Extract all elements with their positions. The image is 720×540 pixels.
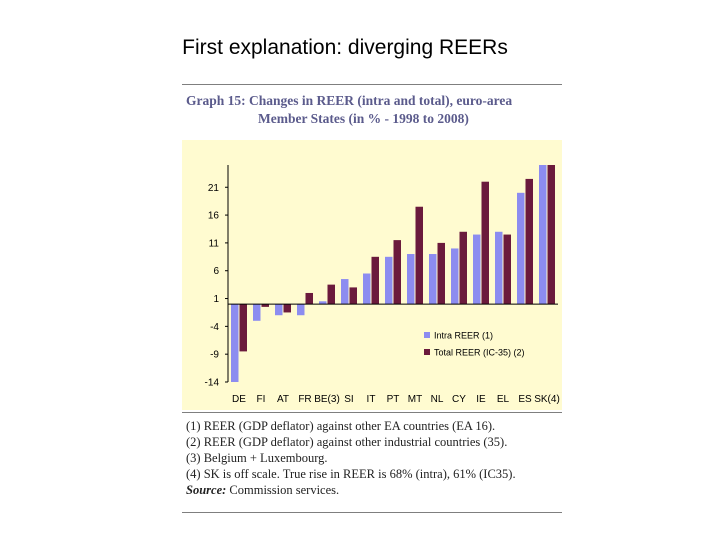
bar-total (327, 284, 335, 305)
bar-total (393, 240, 401, 305)
top-rule (182, 84, 562, 85)
bar-total (261, 304, 269, 307)
x-tick-label: CY (452, 394, 466, 405)
legend-label: Intra REER (1) (434, 331, 493, 341)
bar-total (349, 287, 357, 305)
slide-title: First explanation: diverging REERs (182, 36, 508, 59)
bar-intra (363, 273, 371, 305)
bar-intra (319, 301, 327, 305)
bottom-rule (182, 512, 562, 513)
y-tick-label: 21 (208, 183, 220, 194)
x-tick-label: IT (367, 394, 376, 405)
bar-total (415, 206, 423, 305)
footnote-1: (1) REER (GDP deflator) against other EA… (186, 419, 496, 433)
y-tick-label: -9 (210, 350, 219, 361)
bar-total (459, 231, 467, 305)
x-tick-label: SI (344, 394, 353, 405)
x-tick-label: BE(3) (314, 394, 340, 405)
bar-intra (385, 256, 393, 305)
source-label: Source: (186, 483, 227, 497)
x-tick-label: ES (518, 394, 532, 405)
y-tick-label: 11 (209, 238, 220, 249)
middle-rule (182, 412, 562, 413)
y-tick-label: 6 (213, 266, 219, 277)
x-tick-label: FI (257, 394, 266, 405)
footnote-2: (2) REER (GDP deflator) against other in… (186, 435, 508, 449)
graph-title-line2: Member States (in % - 1998 to 2008) (258, 111, 469, 126)
bar-total (481, 181, 489, 305)
footnote-4: (4) SK is off scale. True rise in REER i… (186, 467, 516, 481)
x-tick-label: DE (232, 394, 246, 405)
graph-title-line1: Graph 15: Changes in REER (intra and tot… (186, 93, 513, 108)
bar-chart: 21 16 11 6 1 -4 -9 -14 DE FI AT FR BE(3) SI IT PT MT NL CY… (182, 140, 562, 410)
bar-total (547, 165, 555, 305)
x-tick-label: SK(4) (534, 394, 560, 405)
figure-panel: Graph 15: Changes in REER (intra and tot… (182, 84, 562, 514)
x-tick-label: IE (476, 394, 486, 405)
y-tick-label: -4 (210, 322, 219, 333)
bar-intra (231, 304, 239, 382)
bar-intra (539, 165, 547, 305)
bar-total (239, 304, 247, 352)
footnotes: (1) REER (GDP deflator) against other EA… (186, 418, 560, 498)
x-tick-label: PT (387, 394, 400, 405)
bar-intra (341, 279, 349, 305)
bar-intra (297, 304, 305, 316)
bar-intra (451, 248, 459, 305)
x-tick-label: NL (431, 394, 444, 405)
x-tick-label: MT (408, 394, 422, 405)
bar-intra (407, 254, 415, 305)
x-tick-label: AT (277, 394, 289, 405)
footnote-3: (3) Belgium + Luxembourg. (186, 451, 328, 465)
bar-total (305, 292, 313, 305)
bar-intra (495, 231, 503, 305)
y-tick-label: -14 (205, 378, 220, 389)
bar-total (525, 178, 533, 305)
bar-intra (517, 192, 525, 305)
graph-title: Graph 15: Changes in REER (intra and tot… (186, 92, 558, 128)
bar-total (503, 234, 511, 305)
source-note: Source: Commission services. (186, 482, 560, 498)
bar-total (437, 242, 445, 305)
legend-label: Total REER (IC-35) (2) (434, 348, 525, 358)
bar-intra (275, 304, 283, 316)
y-tick-label: 16 (208, 211, 220, 222)
bar-intra (253, 304, 261, 321)
legend-swatch (424, 349, 430, 355)
bar-total (283, 304, 291, 313)
x-tick-label: FR (298, 394, 311, 405)
y-tick-label: 1 (213, 294, 219, 305)
legend-swatch (424, 332, 430, 338)
bar-total (371, 256, 379, 305)
x-tick-label: EL (497, 394, 510, 405)
bar-intra (473, 234, 481, 305)
source-text: Commission services. (226, 483, 340, 497)
chart-area: 21 16 11 6 1 -4 -9 -14 DE FI AT FR BE(3) SI IT PT MT NL CY… (182, 140, 562, 410)
bar-intra (429, 254, 437, 305)
